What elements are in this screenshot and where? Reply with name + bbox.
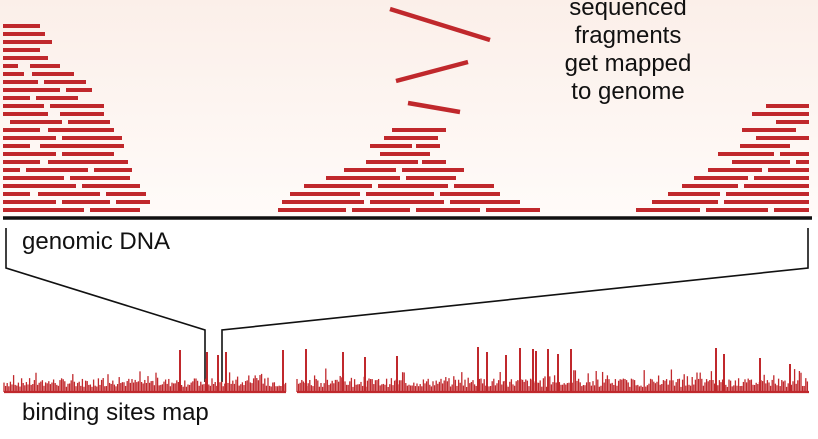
genomic-dna-label: genomic DNA (22, 228, 171, 255)
zoom-connector-right (221, 228, 809, 382)
reads-panel-background (0, 0, 818, 217)
annotation-line: fragments (574, 22, 682, 49)
floating-fragment (407, 100, 461, 115)
binding-sites-signal (3, 347, 809, 394)
annotation-line: to genome (571, 78, 685, 105)
zoom-connector-left (5, 228, 206, 382)
annotation-line: sequenced (569, 0, 687, 21)
mapped-fragments (3, 24, 809, 212)
binding-sites-map-label: binding sites map (22, 399, 209, 426)
unmapped-fragments (389, 6, 491, 115)
annotation-line: get mapped (564, 50, 692, 77)
floating-fragment (389, 6, 491, 43)
floating-fragment (395, 59, 469, 84)
mapping-annotation: sequenced fragments get mapped to genome (548, 0, 708, 106)
